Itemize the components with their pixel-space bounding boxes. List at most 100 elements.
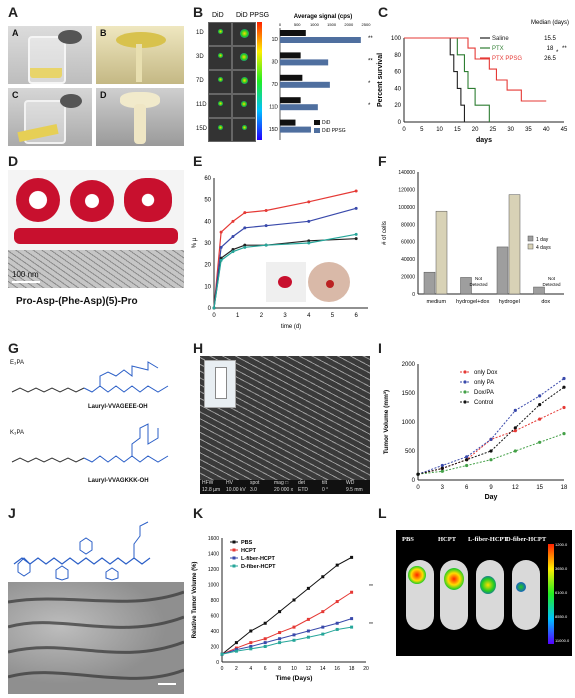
chart-k-relative-volume: 0 2 4 6 8 10 12 14 16 18 2002004006008001000120014…	[192, 536, 373, 682]
chart-k-legend-marker	[232, 540, 236, 544]
did-image-cell	[208, 70, 232, 94]
chart-f-not-detected: Not	[548, 276, 556, 281]
chart-k-ytick: 1200	[208, 567, 219, 573]
chart-b-average-signal: Average signal (cps) 0 500 1000 1500 2000 2500…	[269, 14, 373, 140]
chart-e-xlabel: time (d)	[281, 324, 301, 330]
chart-i-xtick: 9	[489, 485, 493, 491]
chart-k-point	[306, 629, 310, 633]
chart-c-xtick: 10	[436, 127, 443, 133]
panel-letter-k: K	[193, 505, 204, 521]
chart-k-annot: **	[369, 584, 373, 590]
chart-b-legend-label: DiD PPSG	[322, 128, 346, 134]
sub-letter-d: D	[100, 90, 107, 100]
chart-e-point	[219, 258, 223, 262]
chart-k-legend-marker	[232, 548, 236, 552]
chart-k-legend-marker	[232, 564, 236, 568]
did-ppsg-image-cell	[232, 70, 256, 94]
chart-c-xtick: 45	[561, 127, 568, 133]
chart-e-point	[243, 211, 247, 215]
chart-i-point	[440, 466, 444, 470]
chart-e-point	[231, 248, 235, 251]
chart-e-ytick: 50	[204, 198, 211, 204]
chart-i-ylabel: Tumor Volume (mm³)	[383, 390, 390, 454]
chart-b-bar	[280, 97, 301, 104]
chart-b-bar	[280, 30, 306, 36]
chart-b-bar	[280, 81, 330, 88]
chart-e-point	[354, 189, 358, 193]
chart-b-category: 3D	[272, 60, 279, 66]
chart-f-ytick: 100000	[398, 205, 415, 211]
chart-k-point	[278, 637, 282, 641]
panel-letter-l: L	[378, 505, 387, 521]
chart-f-ytick: 80000	[401, 222, 415, 228]
chart-c-ylabel: Percent survival	[377, 53, 384, 107]
chart-e-point	[231, 219, 235, 223]
chart-b-bar	[280, 126, 311, 133]
chart-e-point	[264, 224, 268, 228]
chart-b-bar	[280, 74, 303, 81]
scale-label-d: 100 nm	[12, 270, 39, 279]
chart-i-point	[562, 376, 566, 381]
chart-k-point	[321, 625, 325, 629]
chart-c-legend-median: 15.5	[544, 36, 556, 42]
chart-k-point	[292, 598, 296, 602]
chart-b-category: 11D	[269, 104, 278, 110]
chart-e-point	[243, 243, 247, 247]
chart-k-annot: **	[369, 622, 373, 628]
chart-e-xtick: 2	[260, 313, 264, 319]
chart-e-point	[307, 200, 311, 204]
colorbar-l-tick: 8550.0	[555, 614, 568, 619]
chart-b-legend-label: DiD	[322, 120, 331, 126]
chart-e-point	[231, 235, 235, 238]
chart-e-point	[219, 245, 223, 249]
chart-k-xtick: 18	[349, 666, 355, 672]
sub-letter-c: C	[12, 90, 19, 100]
chart-c-legend-title: Median (days)	[531, 20, 569, 26]
chart-k-xtick: 2	[235, 666, 238, 672]
chart-k-point	[234, 648, 238, 652]
chart-b-bar	[280, 119, 296, 126]
chart-e-point	[354, 206, 358, 210]
chart-c-xtick: 0	[402, 127, 406, 133]
chart-e-point	[243, 226, 247, 230]
panel-letter-j: J	[8, 505, 16, 521]
chart-c-ytick: 60	[394, 70, 401, 76]
chart-i-ytick: 2000	[402, 362, 416, 368]
sem-footer-cell: spot 3.0	[250, 480, 260, 493]
chart-f-legend-label: 4 days	[536, 245, 551, 251]
panel-letter-h: H	[193, 340, 204, 356]
chart-b-xtick: 500	[294, 22, 301, 27]
day-label-b: 7D	[196, 78, 204, 84]
chart-k-point	[278, 610, 282, 614]
chart-k-ytick: 600	[211, 614, 220, 620]
chart-i-xtick: 12	[512, 485, 519, 491]
chart-i-point	[440, 469, 444, 473]
chart-e-xtick: 3	[283, 313, 287, 319]
chart-k-ytick: 1400	[208, 552, 219, 558]
chart-f-bar	[423, 271, 436, 295]
chart-c-xtick: 30	[507, 127, 514, 133]
chart-c-xlabel: days	[476, 137, 492, 144]
chart-f-bar	[533, 286, 545, 295]
chart-k-point	[306, 635, 310, 639]
chart-c-series-line	[404, 37, 465, 122]
chart-b-sig: **	[368, 58, 373, 64]
chart-k-xtick: 0	[221, 666, 224, 672]
chart-e-ytick: 20	[204, 263, 211, 269]
chart-f-not-detected: Not	[475, 276, 483, 281]
vial-photo-d	[96, 88, 184, 146]
tem-image-j	[8, 582, 184, 694]
chart-c-xtick: 5	[420, 127, 424, 133]
chart-e-ytick: 60	[204, 176, 211, 182]
chart-i-point	[465, 455, 469, 459]
chart-e-xtick: 6	[354, 313, 358, 319]
chart-f-bar	[435, 210, 448, 295]
chart-f-cells: 0 20000 40000 60000 80000 100000 120000 140000 #…	[382, 170, 564, 305]
chart-c-ytick: 20	[394, 103, 401, 109]
chart-k-point	[234, 649, 238, 653]
chart-c-survival: 0 5 10 15 20 25 30 35 40 45 0 20 40 60 80 100 days Percen…	[377, 20, 569, 144]
chart-c-ytick: 80	[394, 53, 401, 59]
chart-i-point	[465, 463, 469, 468]
